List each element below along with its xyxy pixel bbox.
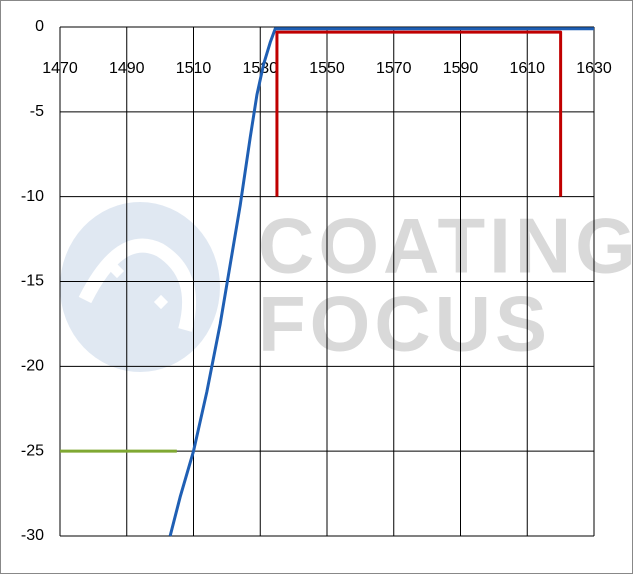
y-tick-label: -25	[21, 442, 44, 459]
watermark-text: COATING	[258, 202, 633, 290]
x-tick-label: 1530	[242, 60, 278, 77]
y-tick-label: -30	[21, 527, 44, 544]
y-tick-label: -20	[21, 358, 44, 375]
x-tick-label: 1630	[576, 60, 612, 77]
x-tick-label: 1510	[176, 60, 212, 77]
y-tick-label: -10	[21, 188, 44, 205]
x-tick-label: 1490	[109, 60, 145, 77]
y-tick-label: 0	[35, 18, 44, 35]
x-tick-label: 1590	[443, 60, 479, 77]
x-tick-label: 1610	[509, 60, 545, 77]
series-line	[275, 30, 563, 197]
x-tick-label: 1570	[376, 60, 412, 77]
y-tick-label: -15	[21, 273, 44, 290]
watermark-logo	[60, 202, 220, 372]
y-tick-label: -5	[30, 103, 44, 120]
series-line	[168, 27, 594, 537]
x-tick-label: 1470	[42, 60, 78, 77]
watermark-text: FOCUS	[258, 280, 551, 368]
x-tick-label: 1550	[309, 60, 345, 77]
